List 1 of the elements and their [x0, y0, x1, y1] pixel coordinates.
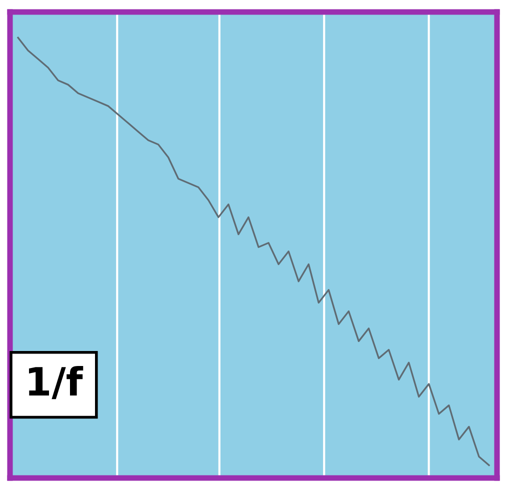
- annotation: 1/f: [28, 366, 84, 400]
